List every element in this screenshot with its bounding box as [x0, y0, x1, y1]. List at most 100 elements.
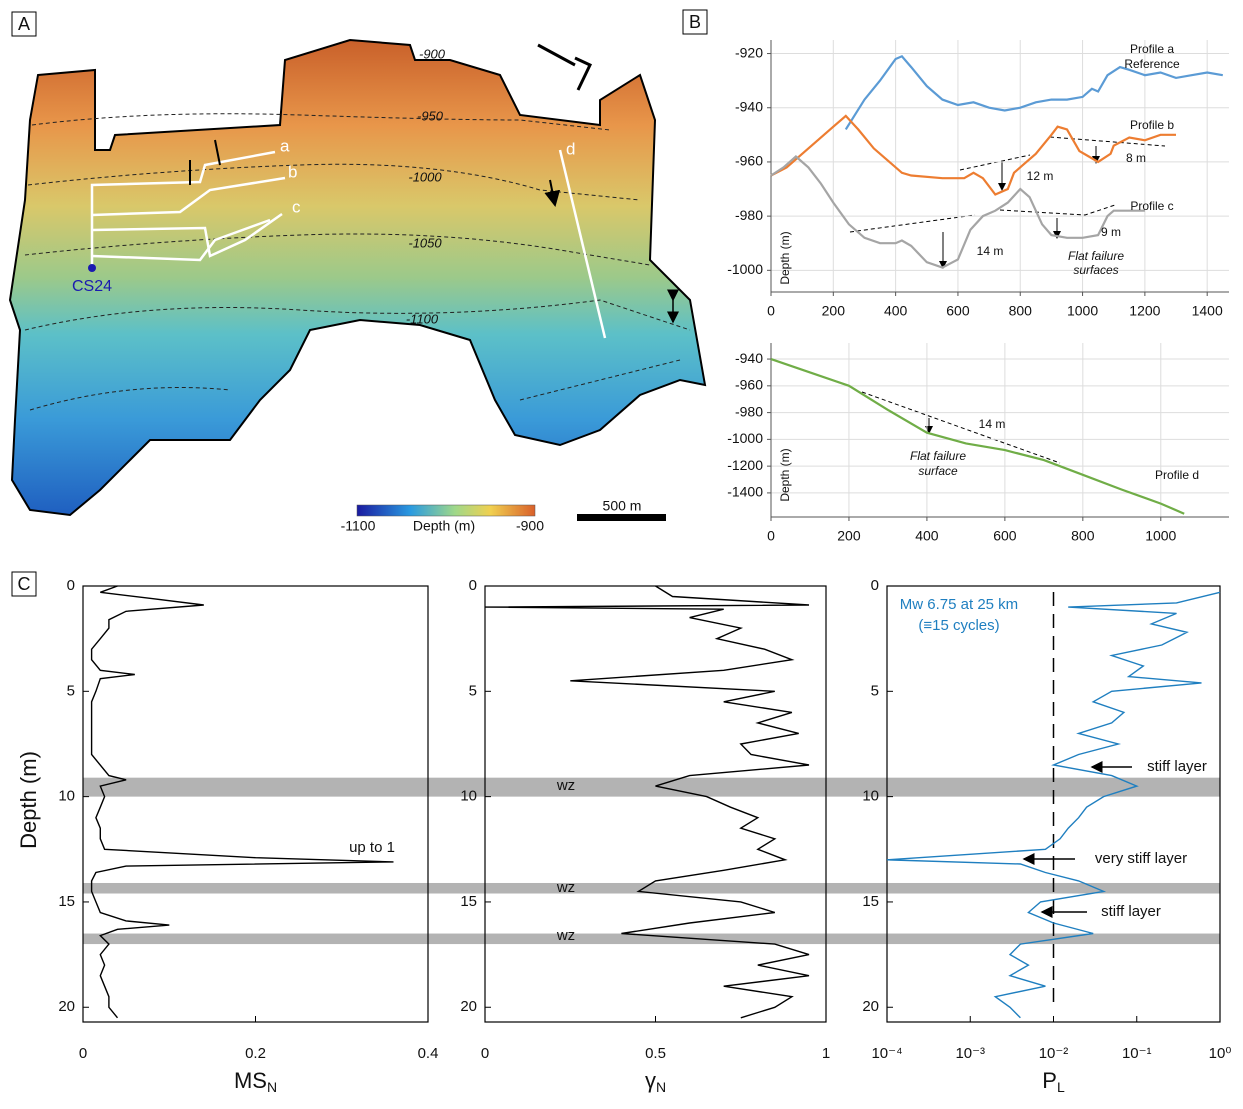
y-tick-label: 0 — [67, 577, 75, 594]
height-arrows — [929, 146, 1096, 433]
annotation: Flat failure — [1068, 249, 1124, 263]
depth-profile — [92, 586, 394, 1018]
annotation: surface — [918, 464, 958, 478]
profile-label: d — [566, 139, 575, 158]
x-tick-label: 0.2 — [245, 1045, 266, 1062]
y-tick-label: 5 — [67, 682, 75, 699]
plot-frame — [485, 586, 826, 1022]
annotation: 14 m — [977, 244, 1004, 258]
x-tick-label: 0 — [767, 303, 775, 319]
panel-label: C — [18, 574, 31, 594]
y-tick-label: 5 — [871, 682, 879, 699]
line-series — [771, 359, 1184, 514]
x-axis-label: PL — [1042, 1068, 1065, 1095]
y-tick-label: -980 — [735, 403, 763, 419]
profile-label: c — [292, 197, 301, 216]
x-tick-label: 1200 — [1129, 303, 1160, 319]
colorbar-max: -900 — [516, 518, 544, 534]
x-tick-label: 10⁻¹ — [1122, 1045, 1152, 1062]
y-tick-label: 15 — [58, 893, 75, 910]
y-tick-label: -940 — [735, 98, 763, 114]
annotation: 9 m — [1101, 225, 1121, 239]
annotation: wz — [556, 927, 575, 944]
x-axis-label-main: MS — [234, 1068, 267, 1093]
line-series — [771, 116, 1176, 195]
contour-label: -1000 — [408, 169, 442, 184]
x-tick-label: 600 — [993, 528, 1017, 544]
annotation: surfaces — [1073, 263, 1118, 277]
annotation: stiff layer — [1147, 758, 1207, 775]
x-tick-label: 200 — [822, 303, 846, 319]
y-tick-label: -960 — [735, 153, 763, 169]
y-axis-label: Depth (m) — [778, 231, 792, 284]
x-tick-label: 200 — [837, 528, 861, 544]
y-tick-label: 20 — [460, 998, 477, 1015]
y-tick-label: 5 — [469, 682, 477, 699]
x-axis-label-sub: N — [267, 1079, 277, 1095]
panel-label: B — [689, 12, 701, 32]
x-tick-label: 800 — [1009, 303, 1033, 319]
y-tick-label: 15 — [862, 893, 879, 910]
x-tick-label: 0 — [767, 528, 775, 544]
x-tick-label: 400 — [915, 528, 939, 544]
contour-label: -1050 — [408, 235, 442, 250]
x-tick-label: 1000 — [1067, 303, 1098, 319]
y-tick-label: 0 — [871, 577, 879, 594]
x-tick-label: 0 — [481, 1045, 489, 1062]
weak-zone-band — [83, 778, 1220, 797]
annotation: Mw 6.75 at 25 km — [900, 596, 1018, 613]
annotation: up to 1 — [349, 839, 395, 856]
y-tick-label: -980 — [735, 207, 763, 223]
y-tick-label: -920 — [735, 44, 763, 60]
colorbar-min: -1100 — [341, 518, 376, 534]
annotation: Reference — [1124, 57, 1180, 71]
y-tick-label: 10 — [862, 788, 879, 805]
y-tick-label: 0 — [469, 577, 477, 594]
site-label: CS24 — [72, 278, 112, 295]
series-label: Profile c — [1130, 199, 1173, 213]
figure: A B C -900 -950 -1000 -1050 -1100 abc d CS24 -1100 D… — [0, 0, 1243, 1109]
annotation: wz — [556, 879, 575, 896]
annotation: 12 m — [1027, 169, 1054, 183]
x-tick-label: 1400 — [1192, 303, 1223, 319]
x-tick-label: 10⁰ — [1209, 1045, 1232, 1062]
annotation: Flat failure — [910, 449, 966, 463]
y-axis-label: Depth (m) — [16, 751, 41, 849]
profile-label: a — [280, 136, 290, 155]
y-tick-label: -1000 — [727, 430, 763, 446]
x-axis-label-sub: L — [1057, 1079, 1065, 1095]
annotation: 8 m — [1126, 151, 1146, 165]
y-tick-label: -1400 — [727, 484, 763, 500]
depth-profile — [485, 586, 809, 1018]
annotation: very stiff layer — [1095, 850, 1187, 867]
annotation: 14 m — [979, 417, 1006, 431]
annotation: (≡15 cycles) — [918, 617, 999, 634]
contour-label: -950 — [417, 108, 444, 123]
x-tick-label: 0.4 — [418, 1045, 439, 1062]
x-axis-label: MSN — [234, 1068, 277, 1095]
y-tick-label: -1200 — [727, 457, 763, 473]
y-tick-label: -960 — [735, 377, 763, 393]
x-tick-label: 600 — [946, 303, 970, 319]
y-tick-label: 10 — [460, 788, 477, 805]
colorbar-title: Depth (m) — [413, 518, 475, 534]
series-label: Profile a — [1130, 42, 1174, 56]
profile-label: b — [288, 162, 297, 181]
x-axis-label-sub: N — [656, 1079, 666, 1095]
x-axis-label: γN — [645, 1068, 666, 1095]
panel-label: A — [18, 14, 30, 34]
x-tick-label: 0.5 — [645, 1045, 666, 1062]
y-tick-label: -940 — [735, 350, 763, 366]
y-tick-label: 20 — [58, 998, 75, 1015]
y-axis-label: Depth (m) — [778, 448, 792, 501]
weak-zone-band — [83, 883, 1220, 894]
series-label: Profile d — [1155, 468, 1199, 482]
contour-label: -1100 — [406, 311, 439, 326]
bathymetry-map — [10, 40, 705, 521]
series-label: Profile b — [1130, 118, 1174, 132]
x-axis-label-main: P — [1042, 1068, 1057, 1093]
y-tick-label: -1000 — [727, 261, 763, 277]
annotation: wz — [556, 777, 575, 794]
y-tick-label: 10 — [58, 788, 75, 805]
plot-frame — [83, 586, 428, 1022]
